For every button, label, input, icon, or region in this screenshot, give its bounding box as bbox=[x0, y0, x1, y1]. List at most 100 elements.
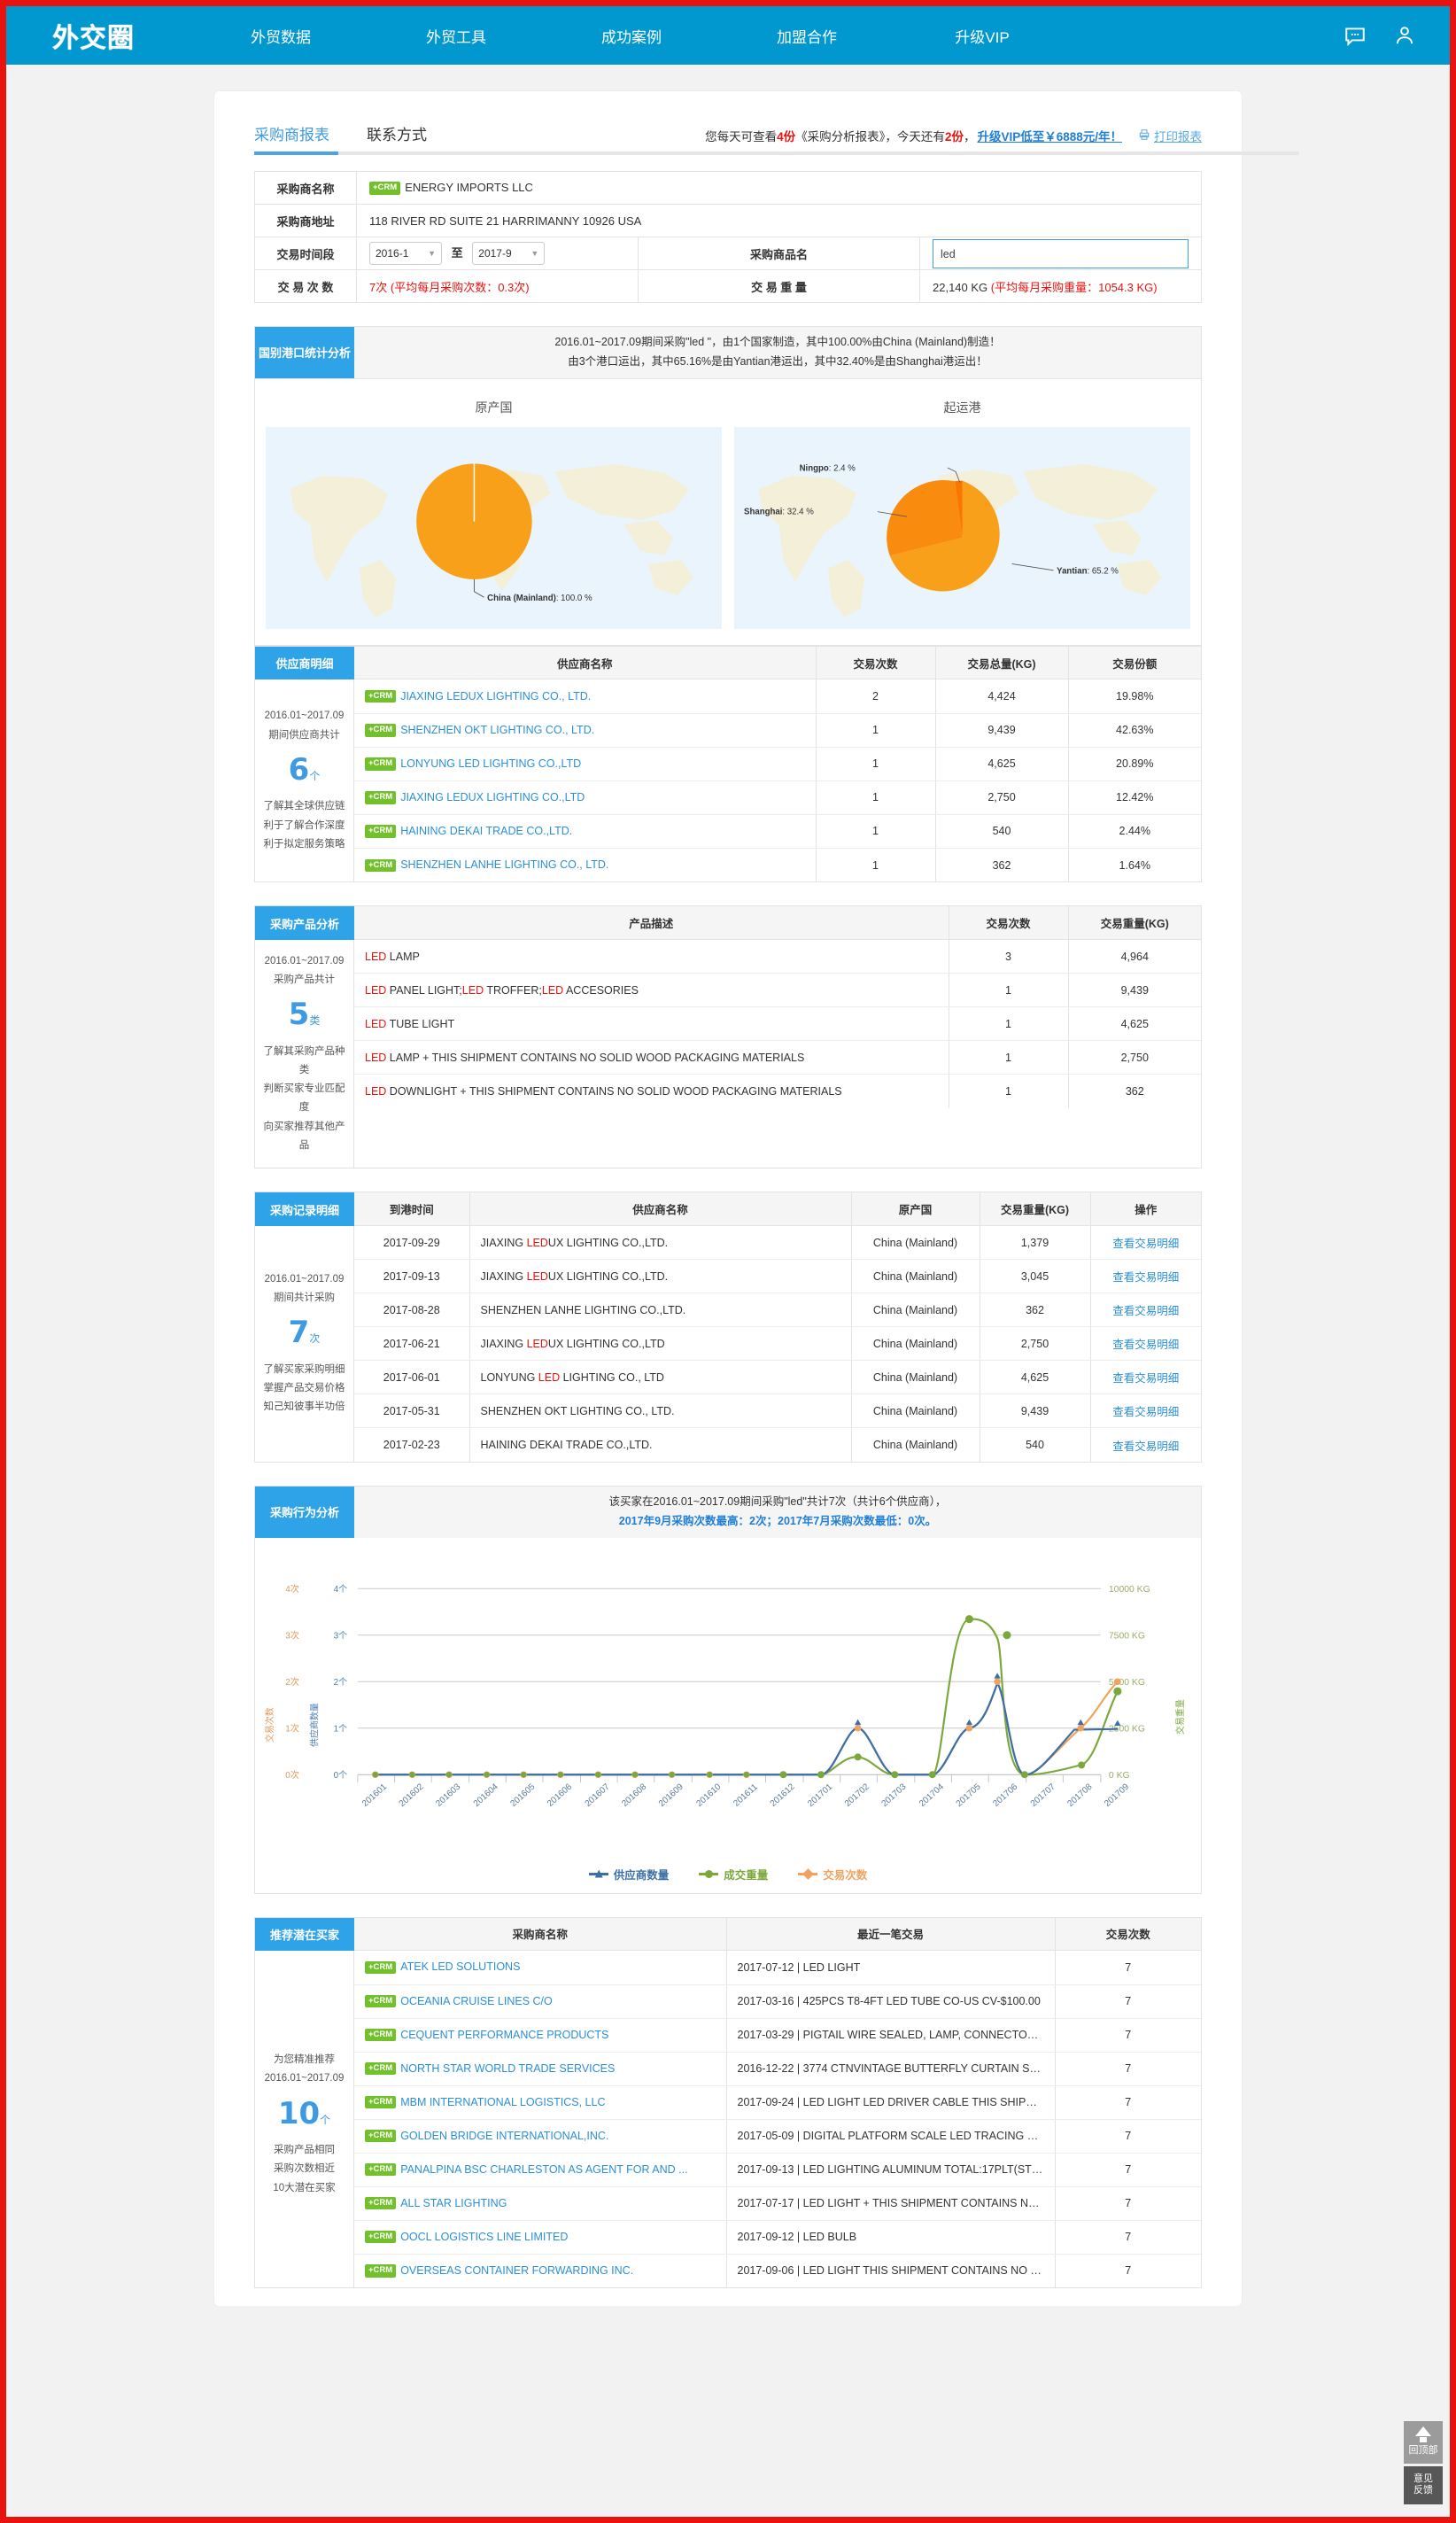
view-detail-link[interactable]: 查看交易明细 bbox=[1112, 1339, 1180, 1352]
table-row: LEDLED LAMP LAMP 3 4,964 bbox=[354, 939, 1201, 974]
buyer-link[interactable]: CEQUENT PERFORMANCE PRODUCTS bbox=[400, 2028, 609, 2041]
svg-text:0 KG: 0 KG bbox=[1109, 1770, 1130, 1780]
view-detail-link[interactable]: 查看交易明细 bbox=[1112, 1406, 1180, 1419]
view-detail-link[interactable]: 查看交易明细 bbox=[1112, 1440, 1180, 1453]
print-report-link[interactable]: 打印报表 bbox=[1138, 127, 1202, 144]
feedback-button[interactable]: 意见 反馈 bbox=[1404, 2465, 1443, 2504]
view-detail-link[interactable]: 查看交易明细 bbox=[1112, 1271, 1180, 1285]
value-trade-count: 7次 (平均每月采购次数：0.3次) bbox=[356, 269, 639, 303]
chevron-down-icon: ▼ bbox=[428, 249, 436, 258]
crm-badge[interactable]: +CRM bbox=[365, 2130, 397, 2143]
supplier-link[interactable]: HAINING DEKAI TRADE CO.,LTD. bbox=[400, 824, 573, 837]
view-detail-link[interactable]: 查看交易明细 bbox=[1112, 1238, 1180, 1251]
svg-text:7500 KG: 7500 KG bbox=[1109, 1631, 1145, 1641]
chevron-down-icon: ▼ bbox=[531, 249, 539, 258]
cell-record-action: 查看交易明细 bbox=[1089, 1225, 1201, 1261]
crm-badge[interactable]: +CRM bbox=[365, 690, 397, 703]
svg-text:2次: 2次 bbox=[285, 1675, 299, 1687]
cell-record-weight: 9,439 bbox=[979, 1393, 1090, 1429]
buyer-link[interactable]: GOLDEN BRIDGE INTERNATIONAL,INC. bbox=[400, 2129, 609, 2142]
view-detail-link[interactable]: 查看交易明细 bbox=[1112, 1372, 1180, 1386]
supplier-link[interactable]: SHENZHEN LANHE LIGHTING CO., LTD. bbox=[400, 858, 609, 872]
supplier-side-summary: 2016.01~2017.09 期间供应商共计 6个 了解其全球供应链 利于了解… bbox=[255, 679, 354, 882]
back-to-top-button[interactable]: 回顶部 bbox=[1404, 2420, 1443, 2464]
table-row: 2017-06-01 LONYUNG LED LIGHTING CO., LTD… bbox=[354, 1360, 1201, 1395]
table-row: 2017-02-23 HAINING DEKAI TRADE CO.,LTD. … bbox=[354, 1427, 1201, 1462]
nav-item-trade-data[interactable]: 外贸数据 bbox=[251, 28, 311, 46]
cell-product-count: 1 bbox=[948, 1006, 1068, 1042]
tab-buyer-report[interactable]: 采购商报表 bbox=[254, 127, 329, 144]
crm-badge[interactable]: +CRM bbox=[365, 1960, 397, 1975]
product-side-number: 5类 bbox=[288, 997, 321, 1033]
buyer-link[interactable]: OCEANIA CRUISE LINES C/O bbox=[400, 1994, 553, 2007]
supplier-link[interactable]: JIAXING LEDUX LIGHTING CO., LTD. bbox=[400, 689, 592, 703]
period-from-select[interactable]: 2016-1 ▼ bbox=[369, 242, 442, 265]
cell-record-supplier: SHENZHEN OKT LIGHTING CO., LTD. bbox=[469, 1393, 851, 1429]
crm-badge[interactable]: +CRM bbox=[365, 2264, 397, 2278]
period-to-select[interactable]: 2017-9 ▼ bbox=[472, 242, 546, 265]
buyer-link[interactable]: PANALPINA BSC CHARLESTON AS AGENT FOR AN… bbox=[400, 2162, 688, 2176]
cell-buyer-count: 7 bbox=[1054, 2254, 1201, 2288]
table-row: LED TUBE LIGHT 1 4,625 bbox=[354, 1006, 1201, 1042]
svg-text:1个: 1个 bbox=[334, 1723, 348, 1734]
crm-badge[interactable]: +CRM bbox=[365, 2197, 397, 2210]
buyer-link[interactable]: NORTH STAR WORLD TRADE SERVICES bbox=[400, 2061, 616, 2075]
crm-badge[interactable]: +CRM bbox=[365, 724, 397, 737]
nav-item-upgrade-vip[interactable]: 升级VIP bbox=[955, 28, 1010, 46]
crm-badge[interactable]: +CRM bbox=[365, 2231, 397, 2244]
buyer-link[interactable]: OOCL LOGISTICS LINE LIMITED bbox=[400, 2230, 569, 2243]
product-side-summary: 2016.01~2017.09 采购产品共计 5类 了解其采购产品种类 判断买家… bbox=[255, 939, 354, 1168]
tab-contact-info[interactable]: 联系方式 bbox=[367, 127, 427, 144]
cell-last-transaction: 2017-03-16 | 425PCS T8-4FT LED TUBE CO-U… bbox=[725, 1984, 1055, 2019]
cell-buyer-count: 7 bbox=[1054, 2085, 1201, 2120]
report-card: 采购商报表 联系方式 您每天可查看 4份 《采购分析报表》，今天还有 2份 ， … bbox=[214, 91, 1299, 2307]
cell-supplier-count: 1 bbox=[815, 848, 935, 882]
record-table: 2016.01~2017.09 期间共计采购 7次 了解买家采购明细 掌握产品交… bbox=[254, 1225, 1202, 1463]
cell-record-supplier: LONYUNG LED LIGHTING CO., LTD bbox=[469, 1360, 851, 1395]
behavior-line-chart: 交易次数 供应商数量 交易重量 4次 3次 2次 1次 0次 4个 3个 2个 … bbox=[254, 1537, 1202, 1894]
col-supplier-name: 供应商名称 bbox=[354, 646, 816, 680]
crm-badge[interactable]: +CRM bbox=[369, 182, 401, 195]
nav-item-trade-tools[interactable]: 外贸工具 bbox=[426, 28, 486, 46]
crm-badge[interactable]: +CRM bbox=[365, 858, 397, 872]
cell-product-desc: LED PANEL LIGHT;LED TROFFER;LED ACCESORI… bbox=[354, 973, 949, 1008]
upgrade-vip-link[interactable]: 升级VIP低至￥6888元/年！ bbox=[977, 130, 1122, 144]
buyer-link[interactable]: MBM INTERNATIONAL LOGISTICS, LLC bbox=[400, 2095, 606, 2108]
crm-badge[interactable]: +CRM bbox=[365, 2163, 397, 2177]
cell-last-transaction: 2017-09-12 | LED BULB bbox=[725, 2220, 1055, 2255]
cell-buyer-count: 7 bbox=[1054, 2052, 1201, 2086]
cell-record-supplier: JIAXING LEDUX LIGHTING CO.,LTD. bbox=[469, 1259, 851, 1294]
message-icon[interactable] bbox=[1344, 24, 1367, 47]
svg-text:201705: 201705 bbox=[955, 1782, 983, 1809]
nav-item-success-cases[interactable]: 成功案例 bbox=[601, 28, 662, 46]
crm-badge[interactable]: +CRM bbox=[365, 2029, 397, 2042]
nav-item-partnership[interactable]: 加盟合作 bbox=[777, 28, 837, 46]
site-logo[interactable]: 外交圈 bbox=[52, 23, 135, 54]
crm-badge[interactable]: +CRM bbox=[365, 757, 397, 771]
record-side-summary: 2016.01~2017.09 期间共计采购 7次 了解买家采购明细 掌握产品交… bbox=[255, 1225, 354, 1462]
crm-badge[interactable]: +CRM bbox=[365, 825, 397, 838]
supplier-link[interactable]: LONYUNG LED LIGHTING CO.,LTD bbox=[400, 757, 582, 770]
crm-badge[interactable]: +CRM bbox=[365, 2096, 397, 2109]
legend-swatch-weight bbox=[699, 1869, 719, 1878]
cell-supplier-name: +CRM LONYUNG LED LIGHTING CO.,LTD bbox=[354, 747, 816, 781]
top-navigation: 外交圈 外贸数据 外贸工具 成功案例 加盟合作 升级VIP bbox=[6, 6, 1450, 65]
table-row: +CRM ALL STAR LIGHTING 2017-07-17 | LED L… bbox=[354, 2186, 1201, 2221]
supplier-link[interactable]: JIAXING LEDUX LIGHTING CO.,LTD bbox=[400, 790, 585, 803]
cell-last-transaction: 2017-09-13 | LED LIGHTING ALUMINUM TOTAL… bbox=[725, 2153, 1055, 2187]
table-row: +CRM SHENZHEN OKT LIGHTING CO., LTD. 1 9,… bbox=[354, 713, 1201, 748]
svg-text:201605: 201605 bbox=[508, 1782, 537, 1809]
supplier-side-period: 2016.01~2017.09 bbox=[264, 710, 345, 722]
view-detail-link[interactable]: 查看交易明细 bbox=[1112, 1305, 1180, 1318]
svg-text:Yantian: 65.2 %: Yantian: 65.2 % bbox=[1057, 566, 1119, 576]
crm-badge[interactable]: +CRM bbox=[365, 2062, 397, 2076]
crm-badge[interactable]: +CRM bbox=[365, 1995, 397, 2008]
supplier-link[interactable]: SHENZHEN OKT LIGHTING CO., LTD. bbox=[400, 723, 595, 736]
buyer-link[interactable]: ATEK LED SOLUTIONS bbox=[400, 1960, 521, 1974]
cell-product-desc: LED TUBE LIGHT bbox=[354, 1006, 949, 1042]
crm-badge[interactable]: +CRM bbox=[365, 791, 397, 804]
user-icon[interactable] bbox=[1393, 24, 1416, 47]
product-search-input[interactable]: led bbox=[933, 238, 1189, 268]
buyer-link[interactable]: OVERSEAS CONTAINER FORWARDING INC. bbox=[400, 2263, 634, 2277]
buyer-link[interactable]: ALL STAR LIGHTING bbox=[400, 2196, 507, 2209]
